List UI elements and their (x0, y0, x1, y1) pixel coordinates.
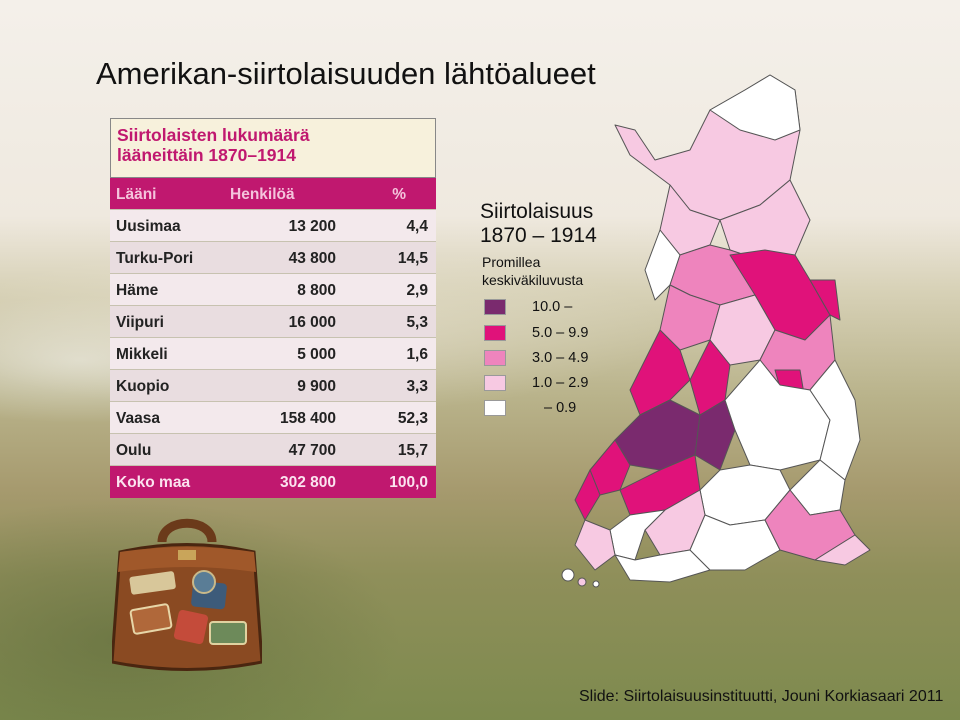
total-persons: 302 800 (279, 474, 336, 491)
table-row: Vaasa 158 400 52,3 (110, 402, 436, 434)
legend-label: 10.0 – (532, 299, 573, 315)
row-pct: 15,7 (397, 442, 428, 459)
row-persons: 9 900 (297, 378, 336, 395)
legend-sub-line1: Promillea (482, 254, 541, 270)
legend-swatch (484, 350, 506, 366)
legend-label: 5.0 – 9.9 (532, 325, 589, 341)
row-region: Häme (116, 282, 159, 299)
row-region: Mikkeli (116, 346, 168, 363)
table-caption-line2: lääneittäin 1870–1914 (117, 145, 297, 165)
legend-subtitle: Promillea keskiväkiluvusta (482, 253, 583, 289)
row-pct: 4,4 (406, 218, 428, 235)
row-region: Oulu (116, 442, 152, 459)
total-region: Koko maa (116, 474, 191, 491)
legend-swatch (484, 325, 506, 341)
table-row: Kuopio 9 900 3,3 (110, 370, 436, 402)
suitcase-icon (112, 518, 262, 671)
header-region: Lääni (116, 186, 157, 203)
row-pct: 5,3 (406, 314, 428, 331)
finland-emigration-map (561, 74, 871, 588)
table-caption: Siirtolaisten lukumäärä lääneittäin 1870… (110, 118, 436, 178)
table-row: Viipuri 16 000 5,3 (110, 306, 436, 338)
row-pct: 14,5 (397, 250, 428, 267)
row-persons: 16 000 (288, 314, 336, 331)
legend-title: Siirtolaisuus 1870 – 1914 (480, 200, 597, 248)
row-pct: 2,9 (406, 282, 428, 299)
table-row: Mikkeli 5 000 1,6 (110, 338, 436, 370)
legend-item: 3.0 – 4.9 (484, 350, 624, 370)
row-region: Uusimaa (116, 218, 181, 235)
legend-label: – 0.9 (544, 400, 577, 416)
legend-swatch (484, 299, 506, 315)
table-row: Uusimaa 13 200 4,4 (110, 210, 436, 242)
table-row: Häme 8 800 2,9 (110, 274, 436, 306)
row-persons: 13 200 (288, 218, 336, 235)
legend-title-line2: 1870 – 1914 (480, 224, 597, 247)
total-pct: 100,0 (389, 474, 428, 491)
row-region: Viipuri (116, 314, 164, 331)
row-persons: 158 400 (279, 410, 336, 427)
row-persons: 43 800 (288, 250, 336, 267)
header-persons: Henkilöä (230, 186, 295, 203)
row-pct: 3,3 (406, 378, 428, 395)
row-region: Kuopio (116, 378, 170, 395)
legend-sub-line2: keskiväkiluvusta (482, 272, 584, 288)
row-pct: 52,3 (397, 410, 428, 427)
legend-item: 5.0 – 9.9 (484, 325, 624, 345)
header-pct: % (392, 186, 406, 203)
row-persons: 8 800 (297, 282, 336, 299)
row-region: Turku-Pori (116, 250, 194, 267)
legend-item: 10.0 – (484, 299, 624, 319)
row-region: Vaasa (116, 410, 160, 427)
table-total-row: Koko maa 302 800 100,0 (110, 466, 436, 498)
row-persons: 47 700 (288, 442, 336, 459)
legend-item: – 0.9 (484, 400, 624, 420)
table-header-row: Lääni Henkilöä % (110, 178, 436, 210)
legend-title-line1: Siirtolaisuus (480, 200, 594, 223)
legend-swatch (484, 375, 506, 391)
table-row: Oulu 47 700 15,7 (110, 434, 436, 466)
legend-label: 3.0 – 4.9 (532, 350, 589, 366)
row-pct: 1,6 (406, 346, 428, 363)
legend-label: 1.0 – 2.9 (532, 375, 589, 391)
table-row: Turku-Pori 43 800 14,5 (110, 242, 436, 274)
table-caption-line1: Siirtolaisten lukumäärä (117, 125, 310, 145)
legend-swatch (484, 400, 506, 416)
legend-item: 1.0 – 2.9 (484, 375, 624, 395)
slide-credit: Slide: Siirtolaisuusinstituutti, Jouni K… (579, 688, 944, 705)
slide-title: Amerikan-siirtolaisuuden lähtöalueet (96, 56, 596, 91)
row-persons: 5 000 (297, 346, 336, 363)
